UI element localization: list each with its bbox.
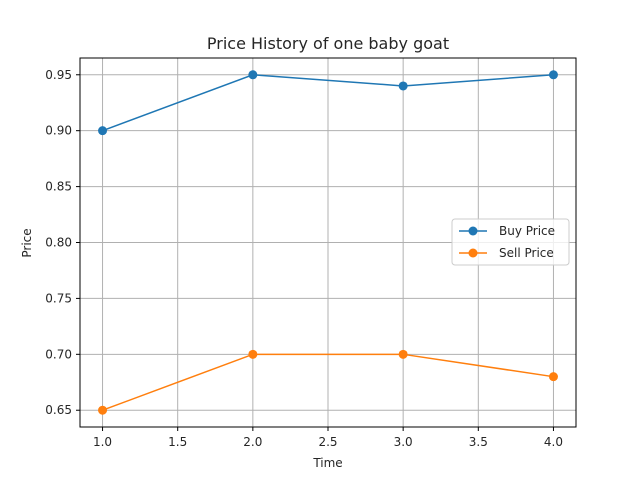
x-tick-label: 3.0 xyxy=(394,435,413,449)
y-tick-label: 0.75 xyxy=(45,291,72,305)
legend-marker-sell-price xyxy=(468,248,478,258)
buy-price-point xyxy=(398,81,408,91)
y-tick-label: 0.85 xyxy=(45,180,72,194)
buy-price-point xyxy=(98,126,108,136)
legend-label-buy-price: Buy Price xyxy=(499,224,555,238)
sell-price-point xyxy=(98,405,108,415)
y-tick-label: 0.80 xyxy=(45,236,72,250)
x-tick-label: 1.0 xyxy=(93,435,112,449)
y-axis-label: Price xyxy=(20,228,34,257)
buy-price-point xyxy=(248,70,258,80)
y-tick-label: 0.90 xyxy=(45,124,72,138)
buy-price-point xyxy=(548,70,558,80)
legend: Buy Price Sell Price xyxy=(451,218,570,266)
x-tick-label: 4.0 xyxy=(544,435,563,449)
x-tick-label: 2.5 xyxy=(318,435,337,449)
series-layer xyxy=(98,70,558,415)
sell-price-point xyxy=(248,349,258,359)
x-axis-label: Time xyxy=(312,456,342,470)
y-tick-label: 0.65 xyxy=(45,403,72,417)
sell-price-point xyxy=(548,372,558,382)
y-tick-label: 0.70 xyxy=(45,347,72,361)
ticks: 1.0 1.5 2.0 2.5 3.0 3.5 4.0 0.65 0.70 0.75 0.80 0.8… xyxy=(45,68,563,449)
x-tick-label: 1.5 xyxy=(168,435,187,449)
sell-price-line xyxy=(102,353,554,411)
legend-label-sell-price: Sell Price xyxy=(499,246,554,260)
y-tick-label: 0.95 xyxy=(45,68,72,82)
chart-title: Price History of one baby goat xyxy=(207,34,449,53)
x-tick-label: 2.0 xyxy=(243,435,262,449)
sell-price-point xyxy=(398,349,408,359)
legend-marker-buy-price xyxy=(468,226,478,236)
buy-price-line xyxy=(102,74,554,132)
x-tick-label: 3.5 xyxy=(469,435,488,449)
